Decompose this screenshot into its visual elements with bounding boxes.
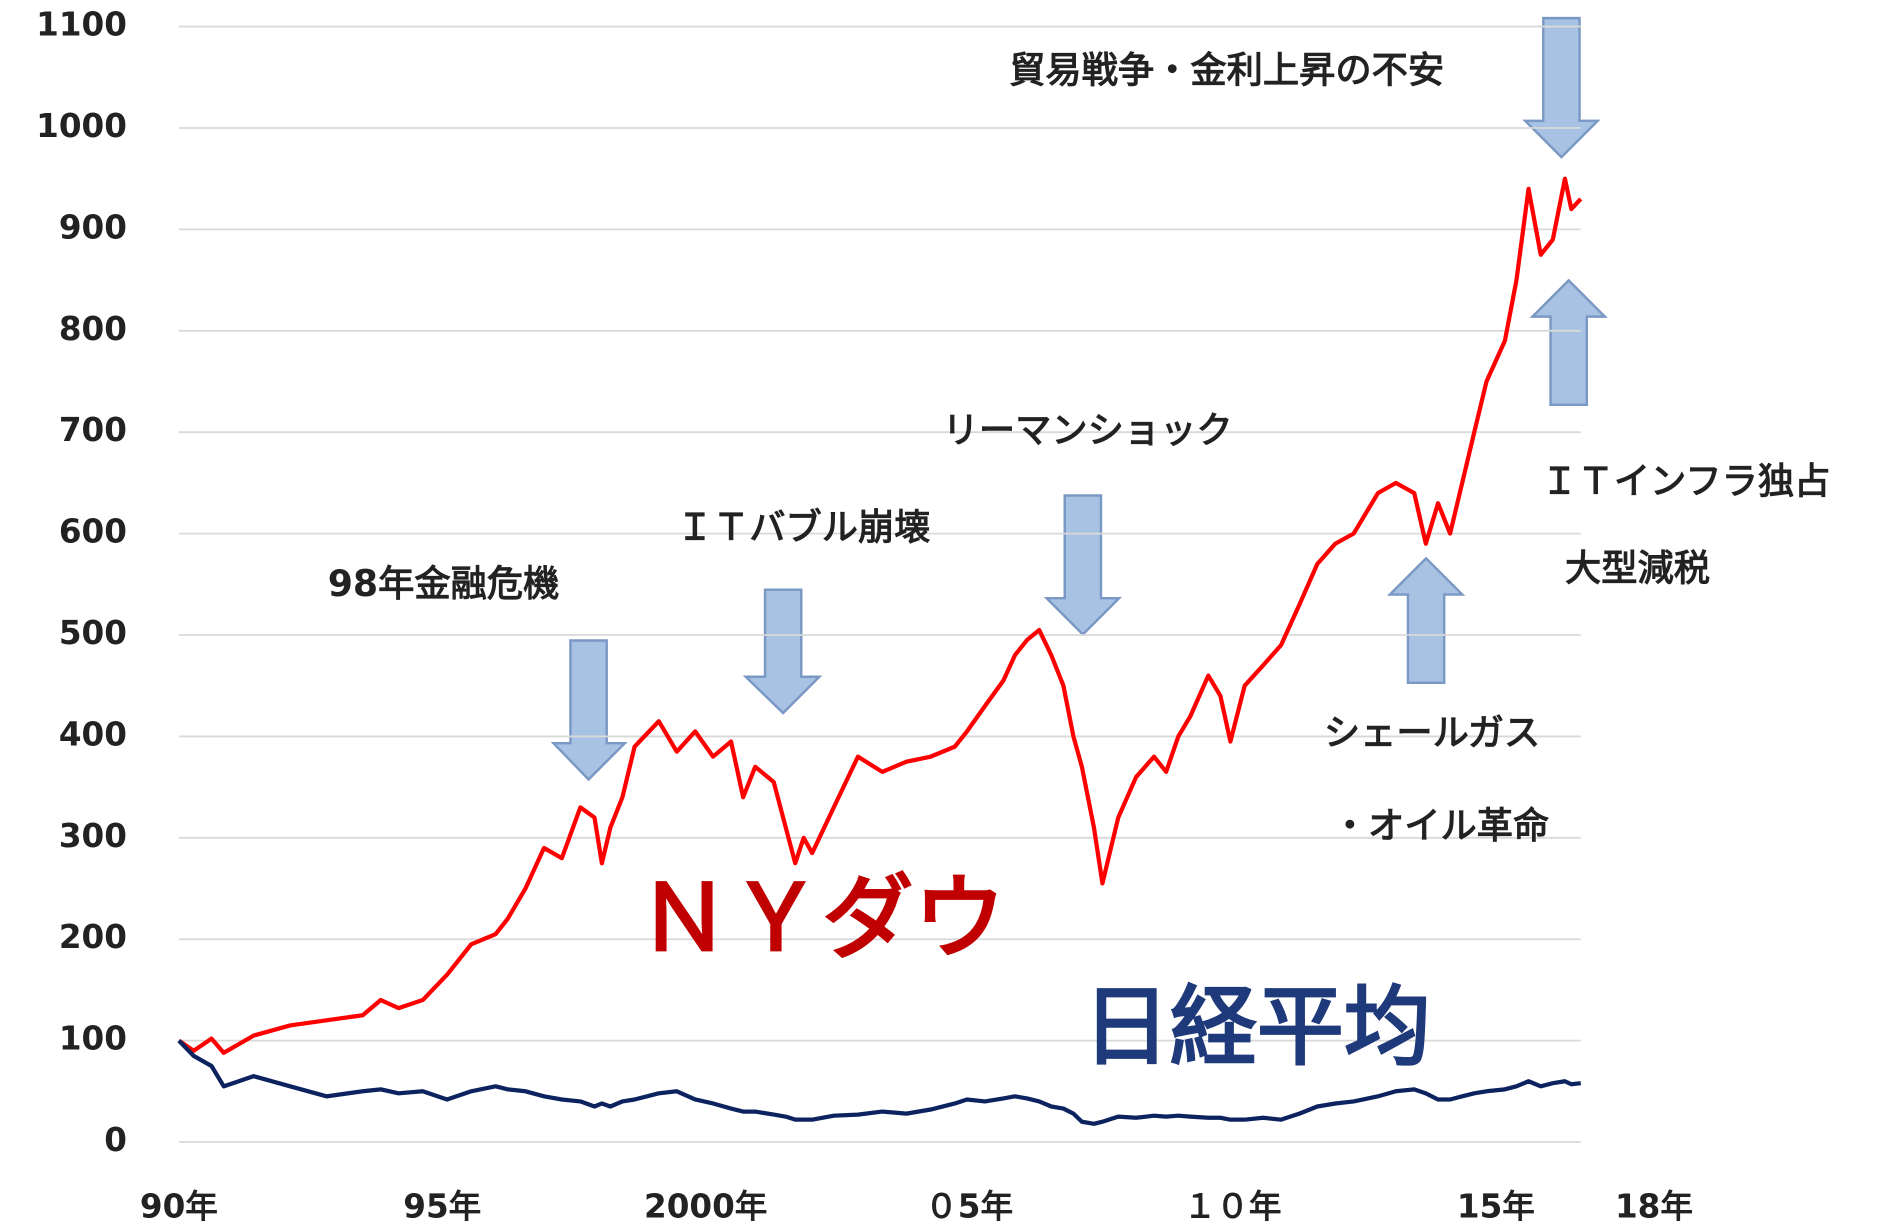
- down-arrow: [742, 588, 823, 715]
- x-tick-label: 15年: [1457, 1187, 1535, 1223]
- x-tick-label: 18年: [1615, 1187, 1693, 1223]
- y-tick-label: 100: [59, 1020, 127, 1058]
- down-arrow: [1043, 494, 1123, 637]
- y-tick-label: 800: [59, 310, 127, 348]
- y-tick-label: 400: [59, 715, 127, 753]
- series-label: ＮＹダウ: [638, 865, 1005, 972]
- up-arrow: [1529, 278, 1608, 407]
- x-tick-label: １０年: [1184, 1187, 1282, 1223]
- down-arrow: [1522, 16, 1601, 159]
- series-line: [177, 176, 1583, 1055]
- y-tick-label: 1100: [36, 6, 127, 44]
- annotation: ＩＴインフラ独占: [1541, 459, 1830, 502]
- y-tick-label: 900: [59, 208, 127, 246]
- arrows: [550, 16, 1608, 782]
- y-tick-label: 700: [59, 411, 127, 449]
- y-tick-label: 0: [104, 1121, 127, 1159]
- annotation: シェールガス: [1324, 711, 1540, 754]
- x-tick-label: 2000年: [644, 1187, 767, 1223]
- annotation: リーマンショック: [943, 409, 1233, 452]
- annotation: 98年金融危機: [328, 562, 560, 605]
- annotation: ・オイル革命: [1332, 804, 1550, 847]
- y-tick-label: 600: [59, 513, 127, 551]
- annotation: ＩＴバブル崩壊: [677, 505, 932, 548]
- series-label: 日経平均: [1083, 976, 1431, 1078]
- x-tick-label: 95年: [403, 1187, 481, 1223]
- x-tick-label: 90年: [140, 1187, 218, 1223]
- annotation: 大型減税: [1565, 546, 1710, 589]
- down-arrow: [550, 639, 628, 782]
- y-tick-label: 1000: [36, 107, 127, 145]
- y-tick-label: 200: [59, 918, 127, 956]
- x-tick-label: ０5年: [925, 1187, 1013, 1223]
- y-tick-label: 500: [59, 614, 127, 652]
- y-tick-label: 300: [59, 817, 127, 855]
- up-arrow: [1386, 556, 1466, 685]
- annotation: 貿易戦争・金利上昇の不安: [1009, 49, 1444, 92]
- series-line: [177, 1039, 1581, 1126]
